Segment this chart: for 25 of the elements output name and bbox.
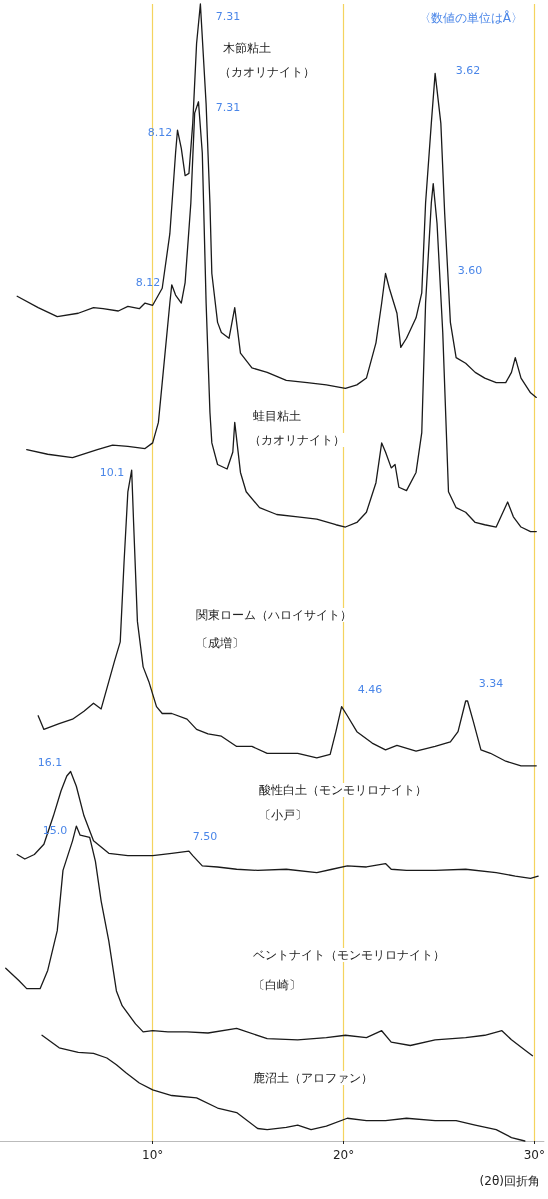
annotation: 酸性白土（モンモリロナイト） bbox=[259, 783, 427, 797]
annotation: 〔成増〕 bbox=[196, 636, 244, 650]
annotation: 7.50 bbox=[192, 829, 218, 843]
x-tick-label: 20° bbox=[332, 1148, 355, 1162]
x-tick-label: 30° bbox=[523, 1148, 546, 1162]
annotation: （カオリナイト） bbox=[249, 433, 345, 447]
annotation: 3.34 bbox=[478, 676, 504, 690]
annotation: 3.60 bbox=[457, 263, 483, 277]
annotation: （カオリナイト） bbox=[219, 65, 315, 79]
x-axis-title: (2θ)回折角 bbox=[479, 1174, 540, 1188]
annotation: 7.31 bbox=[215, 100, 241, 114]
annotation: 3.62 bbox=[455, 63, 481, 77]
annotation: 木節粘土 bbox=[223, 41, 271, 55]
annotation: 〔小戸〕 bbox=[259, 808, 307, 822]
annotation: 〈数値の単位はÅ〉 bbox=[418, 10, 523, 25]
annotation: 7.31 bbox=[215, 9, 241, 23]
annotation: 蛙目粘土 bbox=[253, 409, 301, 423]
annotation: 鹿沼土（アロファン） bbox=[253, 1071, 373, 1085]
x-tick-label: 10° bbox=[142, 1148, 164, 1162]
annotation: 関東ローム（ハロイサイト） bbox=[196, 608, 352, 622]
annotation: 4.46 bbox=[357, 682, 383, 696]
annotation: ベントナイト（モンモリロナイト） bbox=[253, 948, 445, 962]
annotation: 〔白崎〕 bbox=[253, 978, 301, 992]
annotation: 16.1 bbox=[37, 755, 63, 769]
annotation: 10.1 bbox=[99, 465, 125, 479]
